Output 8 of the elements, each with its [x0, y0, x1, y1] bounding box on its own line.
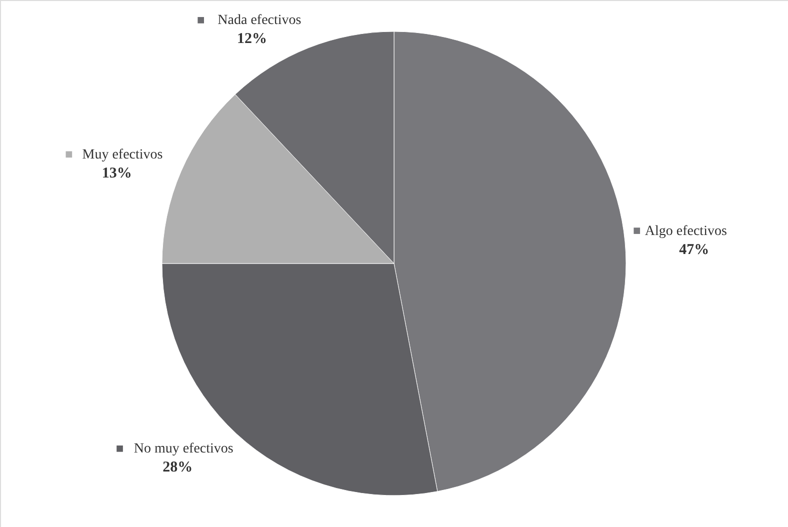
data-label: 28%: [162, 460, 193, 476]
legend-label: Muy efectivos: [82, 147, 163, 162]
data-label: 47%: [679, 242, 710, 258]
legend-label: No muy efectivos: [134, 442, 234, 457]
data-label: 12%: [237, 31, 268, 48]
legend-label: Nada efectivos: [218, 13, 302, 28]
legend-label: Algo efectivos: [644, 224, 727, 239]
data-label: 13%: [102, 165, 132, 182]
